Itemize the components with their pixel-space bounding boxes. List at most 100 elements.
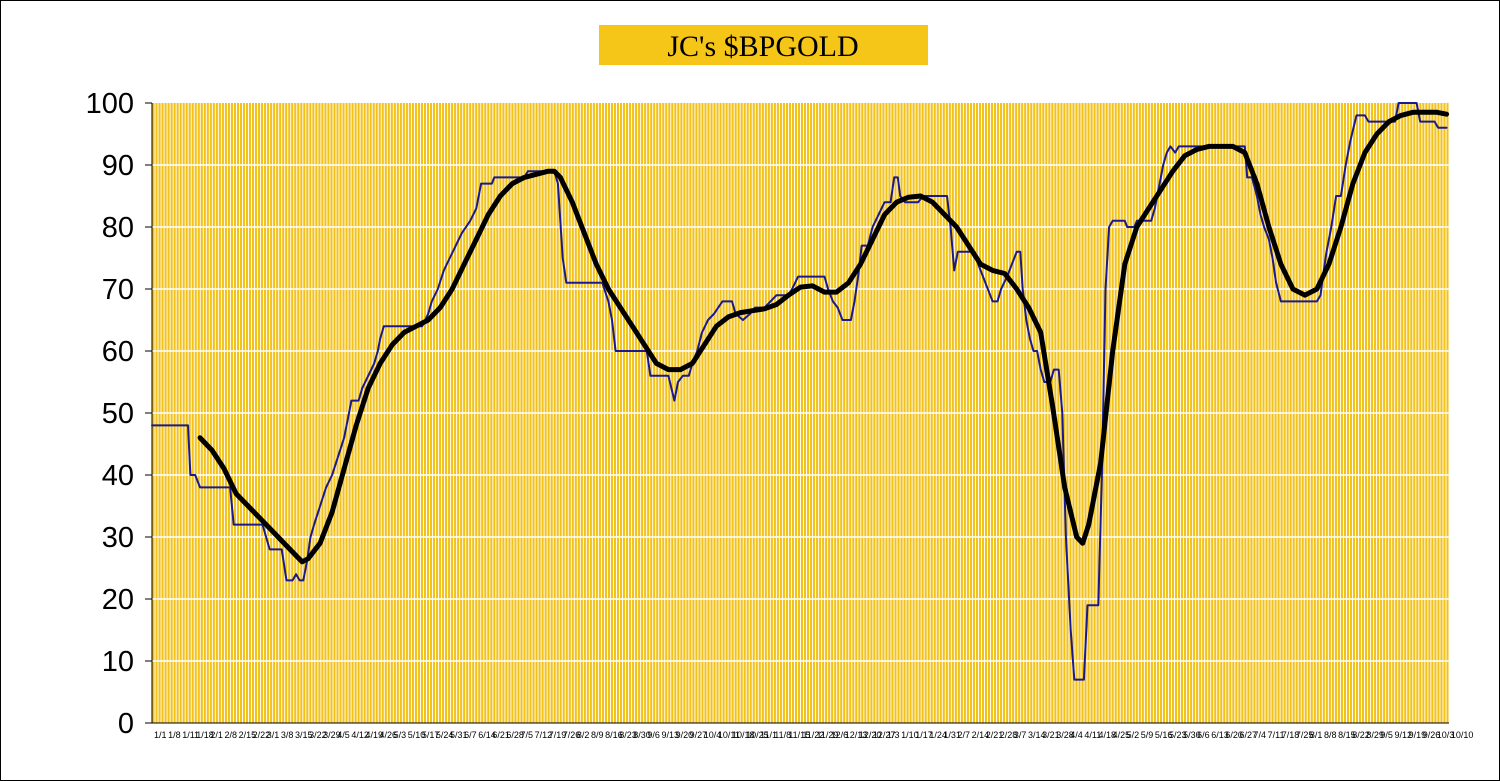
y-axis: 0 10 20 30 40 50 60 70 80 90 100 (86, 88, 153, 740)
x-tick-label: 9/6 (647, 730, 660, 740)
x-tick-label: 4/26 (380, 730, 398, 740)
x-tick-label: 12/27 (873, 730, 896, 740)
x-tick-label: 7/12 (535, 730, 553, 740)
x-tick-label: 10/18 (732, 730, 755, 740)
x-tick-label: 8/29 (1366, 730, 1384, 740)
x-tick-label: 2/15 (239, 730, 257, 740)
x-tick-label: 8/23 (619, 730, 637, 740)
x-tick-label: 11/22 (802, 730, 824, 740)
x-tick-label: 7/26 (563, 730, 581, 740)
y-tick-label: 60 (102, 336, 134, 368)
x-tick-label: 11/8 (774, 730, 791, 740)
x-tick-label: 2/7 (958, 730, 971, 740)
x-tick-label: 8/15 (1338, 730, 1356, 740)
x-tick-label: 1/18 (196, 730, 214, 740)
x-tick-label: 6/7 (464, 730, 477, 740)
x-tick-label: 1/1 (154, 730, 167, 740)
x-tick-label: 1/17 (915, 730, 933, 740)
x-tick-label: 4/18 (1098, 730, 1116, 740)
x-tick-label: 10/25 (746, 730, 769, 740)
x-tick-label: 2/1 (210, 730, 223, 740)
y-tick-label: 90 (102, 150, 134, 182)
x-tick-label: 10/11 (718, 730, 740, 740)
chart-title-background (599, 25, 928, 65)
x-tick-label: 9/27 (690, 730, 708, 740)
x-tick-label: 3/22 (309, 730, 327, 740)
x-tick-label: 11/29 (817, 730, 839, 740)
y-tick-label: 80 (102, 212, 134, 244)
x-tick-label: 6/13 (1211, 730, 1229, 740)
x-tick-label: 11/15 (788, 730, 810, 740)
y-tick-label: 100 (86, 88, 134, 120)
x-tick-label: 7/25 (1296, 730, 1314, 740)
x-tick-label: 12/6 (831, 730, 849, 740)
x-tick-label: 5/17 (422, 730, 440, 740)
smoothed-series-line (197, 109, 1450, 565)
x-tick-label: 2/8 (224, 730, 237, 740)
x-tick-label: 5/3 (394, 730, 407, 740)
x-tick-label: 2/28 (1000, 730, 1018, 740)
x-tick-label: 6/21 (492, 730, 510, 740)
y-tick-label: 40 (102, 460, 134, 492)
x-axis: 1/1 1/8 1/111/182/1 2/8 2/152/223/1 3/8 3/153/… (152, 722, 1474, 740)
x-tick-label: 3/1 (267, 730, 280, 740)
x-tick-label: 4/19 (365, 730, 383, 740)
x-tick-label: 7/18 (1282, 730, 1300, 740)
plot-area (152, 103, 1449, 723)
x-tick-label: 5/9 (1141, 730, 1154, 740)
x-tick-label: 4/25 (1113, 730, 1131, 740)
x-tick-label: 6/27 (1239, 730, 1257, 740)
x-tick-label: 1/31 (943, 730, 961, 740)
x-tick-label: 5/16 (1155, 730, 1173, 740)
x-tick-label: 7/11 (1268, 730, 1285, 740)
y-tick-label: 0 (118, 708, 134, 740)
x-tick-label: 3/21 (1042, 730, 1060, 740)
x-tick-label: 9/19 (1409, 730, 1427, 740)
x-tick-label: 8/2 (577, 730, 590, 740)
x-tick-label: 9/12 (1395, 730, 1413, 740)
x-tick-label: 10/10 (1451, 730, 1474, 740)
x-tick-label: 6/20 (1225, 730, 1243, 740)
x-tick-label: 1/10 (901, 730, 919, 740)
x-tick-label: 5/23 (1169, 730, 1187, 740)
x-tick-label: 3/29 (323, 730, 341, 740)
x-tick-label: 5/2 (1127, 730, 1140, 740)
x-tick-label: 2/21 (986, 730, 1004, 740)
x-tick-label: 1/24 (929, 730, 947, 740)
x-tick-label: 3/28 (1056, 730, 1074, 740)
y-tick-label: 10 (102, 646, 134, 678)
x-tick-label: 1/11 (182, 730, 199, 740)
x-tick-label: 8/1 (1310, 730, 1323, 740)
x-tick-label: 8/22 (1352, 730, 1370, 740)
x-tick-label: 6/6 (1197, 730, 1210, 740)
x-tick-label: 5/24 (436, 730, 454, 740)
x-tick-label: 10/3 (1437, 730, 1455, 740)
x-tick-label: 5/31 (450, 730, 468, 740)
x-tick-label: 12/20 (859, 730, 882, 740)
y-tick-label: 20 (102, 584, 134, 616)
x-tick-label: 11/1 (760, 730, 777, 740)
x-tick-label: 8/16 (605, 730, 623, 740)
x-tick-label: 1/3 (887, 730, 900, 740)
x-tick-label: 9/13 (661, 730, 679, 740)
x-tick-label: 3/7 (1014, 730, 1027, 740)
chart-title-group: JC's $BPGOLD (599, 25, 928, 65)
x-tick-label: 4/12 (351, 730, 369, 740)
x-tick-label: 3/15 (295, 730, 313, 740)
x-tick-label: 8/8 (1324, 730, 1337, 740)
x-tick-label: 1/8 (168, 730, 181, 740)
x-tick-label: 4/4 (1070, 730, 1083, 740)
x-tick-label: 6/28 (506, 730, 524, 740)
x-tick-label: 8/30 (633, 730, 651, 740)
x-tick-label: 9/20 (676, 730, 694, 740)
x-tick-label: 2/14 (972, 730, 990, 740)
x-tick-label: 7/19 (549, 730, 567, 740)
y-tick-label: 70 (102, 274, 134, 306)
x-tick-label: 5/10 (408, 730, 426, 740)
x-tick-label: 4/5 (337, 730, 350, 740)
x-tick-label: 2/22 (253, 730, 271, 740)
x-tick-label: 8/9 (591, 730, 604, 740)
x-tick-label: 3/8 (281, 730, 294, 740)
